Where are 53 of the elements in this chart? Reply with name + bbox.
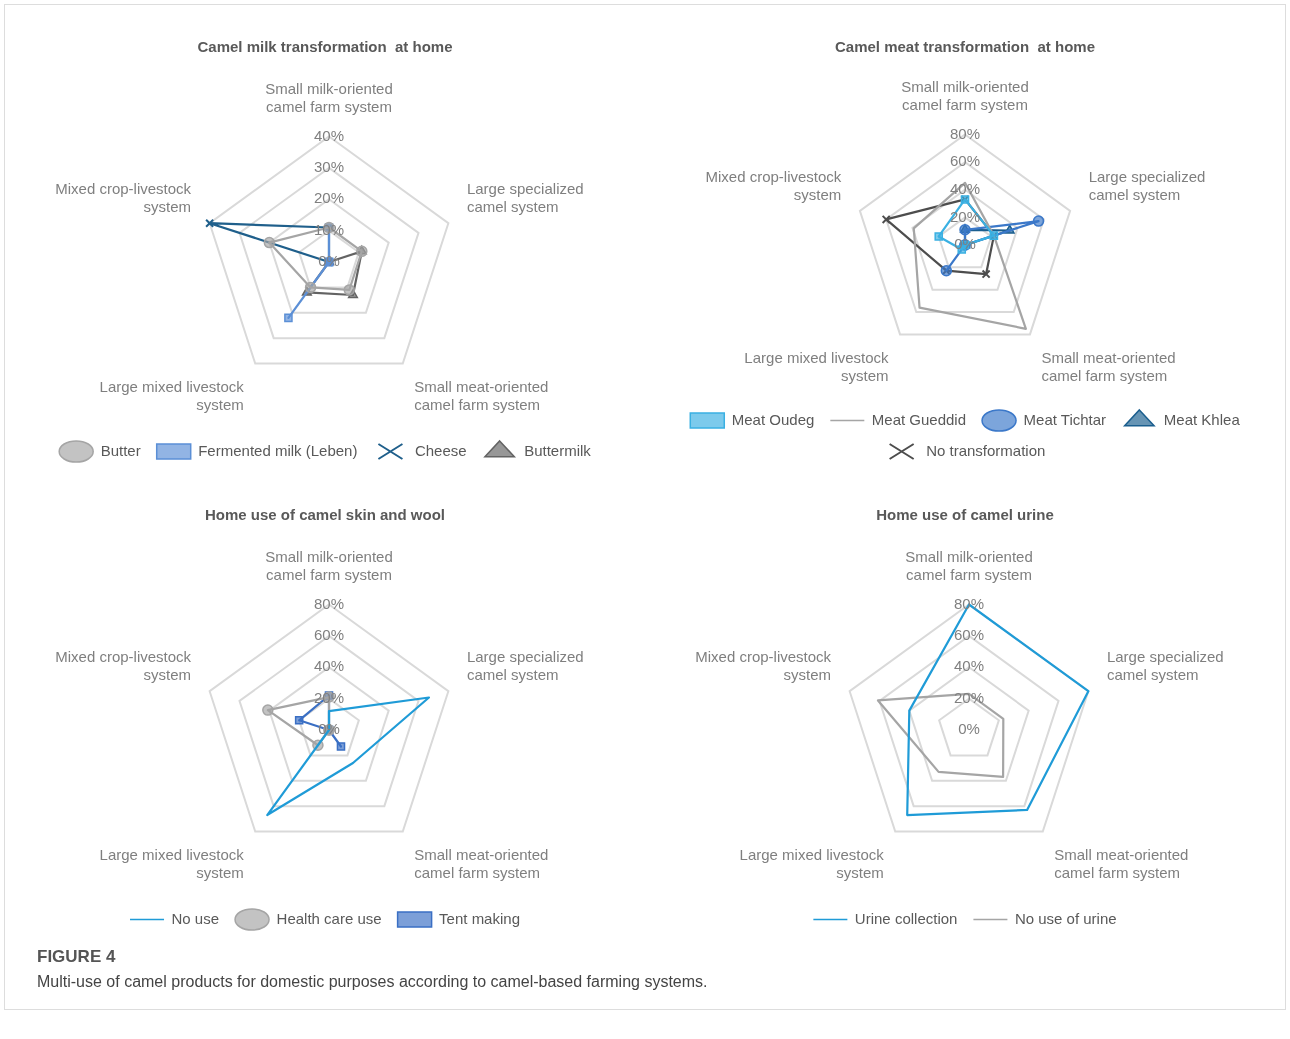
spoke-label: Small milk-oriented camel farm system	[901, 78, 1029, 114]
spoke-label: Small meat-oriented camel farm system	[414, 846, 549, 882]
y-tick-label: 80%	[953, 594, 985, 612]
chart-title: Home use of camel urine	[876, 506, 1054, 524]
chart-title: Camel milk transformation at home	[197, 38, 453, 56]
caption: FIGURE 4	[37, 947, 117, 967]
spoke-label: Small milk-oriented camel farm system	[265, 80, 393, 116]
spoke-label: Small meat-oriented camel farm system	[414, 378, 549, 414]
legend-label: No use of urine	[1014, 909, 1117, 927]
y-tick-label: 60%	[949, 152, 981, 170]
spoke-label: Mixed crop-livestock system	[55, 648, 192, 684]
y-tick-label: 40%	[953, 657, 985, 675]
legend-label: Buttermilk	[524, 441, 592, 459]
y-tick-label: 0%	[318, 252, 340, 270]
y-tick-label: 0%	[958, 720, 980, 738]
legend-label: Meat Tichtar	[1023, 410, 1107, 428]
spoke-label: Small meat-oriented camel farm system	[1041, 349, 1176, 385]
legend-label: Meat Gueddid	[871, 410, 967, 428]
y-tick-label: 60%	[313, 626, 345, 644]
y-tick-label: 40%	[313, 126, 345, 144]
spoke-label: Mixed crop-livestock system	[55, 180, 192, 216]
y-tick-label: 20%	[313, 189, 345, 207]
chart-title: Home use of camel skin and wool	[204, 506, 446, 524]
legend-label: No transformation	[926, 441, 1046, 459]
spoke-label: Mixed crop-livestock system	[705, 167, 842, 203]
spoke-label: Large specialized camel system	[1106, 648, 1224, 684]
spoke-label: Large mixed livestock system	[739, 846, 885, 882]
spoke-label: Small meat-oriented camel farm system	[1054, 846, 1189, 882]
spoke-label: Large mixed livestock system	[744, 349, 890, 385]
spoke-label: Large specialized camel system	[1088, 167, 1206, 203]
spoke-label: Large specialized camel system	[466, 180, 584, 216]
legend-label: Meat Khlea	[1163, 410, 1241, 428]
legend-label: Urine collection	[854, 909, 958, 927]
spoke-label: Mixed crop-livestock system	[695, 648, 832, 684]
spoke-label: Small milk-oriented camel farm system	[265, 548, 393, 584]
chart-title: Camel meat transformation at home	[834, 38, 1096, 56]
y-tick-label: 80%	[313, 594, 345, 612]
text: Multi-use of camel products for domestic purposes according to camel-based farming systems.	[37, 973, 709, 991]
legend-label: Fermented milk (Leben)	[198, 441, 358, 459]
y-tick-label: 80%	[949, 124, 981, 142]
y-tick-label: 30%	[313, 158, 345, 176]
legend-label: Meat Oudeg	[731, 410, 815, 428]
spoke-label: Small milk-oriented camel farm system	[905, 548, 1033, 584]
y-tick-label: 60%	[953, 626, 985, 644]
spoke-label: Large specialized camel system	[466, 648, 584, 684]
spoke-label: Large mixed livestock system	[99, 846, 245, 882]
legend-label: Butter	[100, 441, 141, 459]
legend-label: No use	[171, 909, 220, 927]
legend-label: Health care use	[276, 909, 382, 927]
spoke-label: Large mixed livestock system	[99, 378, 245, 414]
y-tick-label: 40%	[313, 657, 345, 675]
legend-label: Cheese	[414, 441, 467, 459]
legend-label: Tent making	[439, 909, 520, 927]
